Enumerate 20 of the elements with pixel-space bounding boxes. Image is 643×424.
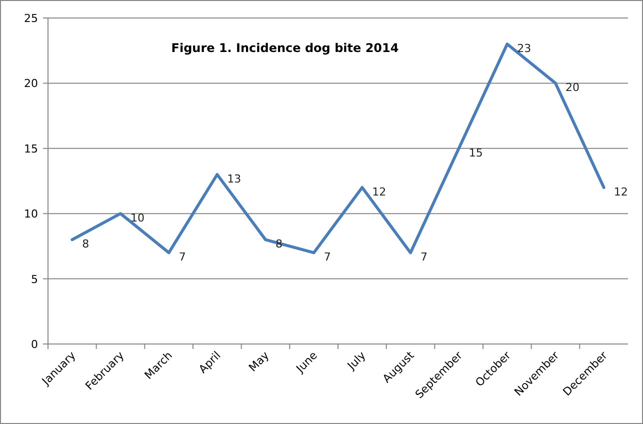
y-tick-label: 5 bbox=[31, 272, 38, 286]
y-tick-label: 20 bbox=[24, 77, 38, 90]
y-tick-label: 10 bbox=[24, 208, 38, 221]
text: Figure 1. Incidence dog bite 2014 bbox=[171, 41, 399, 55]
data-label: 23 bbox=[517, 42, 532, 56]
data-label: 10 bbox=[130, 212, 144, 225]
data-label: 7 bbox=[178, 250, 186, 264]
data-label: 13 bbox=[227, 172, 242, 186]
y-tick-label: 0 bbox=[31, 338, 38, 351]
y-tick-label: 15 bbox=[24, 142, 38, 156]
data-label: 8 bbox=[82, 238, 90, 251]
data-label: 12 bbox=[614, 186, 628, 199]
data-label: 12 bbox=[372, 186, 386, 199]
line-series bbox=[70, 42, 606, 254]
data-label: 15 bbox=[468, 146, 483, 160]
data-label: 20 bbox=[566, 81, 580, 94]
data-label: 7 bbox=[324, 250, 331, 264]
data-label: 8 bbox=[276, 238, 282, 251]
y-tick-label: 25 bbox=[24, 12, 38, 25]
data-label: 7 bbox=[420, 250, 428, 264]
